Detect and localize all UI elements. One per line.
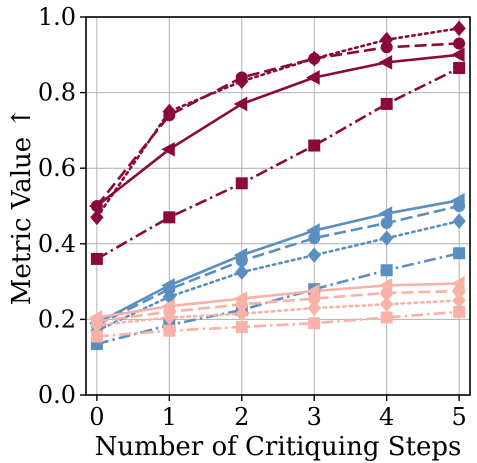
triangle-marker: [233, 96, 248, 112]
circle-marker: [453, 37, 466, 50]
square-marker: [380, 264, 393, 277]
square-marker: [308, 317, 321, 330]
square-marker: [163, 324, 176, 337]
y-tick-label: 0.8: [38, 79, 76, 107]
x-tick-label: 5: [451, 403, 466, 431]
square-marker: [453, 62, 466, 75]
diamond-marker: [90, 209, 104, 226]
series-lines: [95, 27, 461, 346]
x-axis-label: Number of Critiquing Steps: [95, 432, 462, 462]
series-3-points: [88, 47, 465, 214]
square-marker: [90, 330, 103, 343]
series-line-2: [95, 42, 460, 207]
y-tick-label: 0.2: [38, 305, 76, 333]
square-marker: [235, 320, 248, 333]
square-marker: [90, 252, 103, 265]
plot-frame: [85, 16, 471, 396]
diamond-marker: [235, 264, 249, 280]
diamond-marker: [162, 309, 176, 326]
series-2-points: [90, 37, 466, 212]
diamond-marker: [380, 296, 394, 313]
series-4-points: [90, 62, 466, 265]
triangle-marker: [306, 70, 320, 85]
y-tick-label: 1.0: [38, 3, 76, 31]
axis-ticks: 0 1 2 3 4 5 0.0 0.2 0.4 0.6 0.8 1.0: [38, 3, 467, 431]
diamond-marker: [235, 305, 249, 322]
series-1-points: [90, 20, 466, 226]
series-line-7: [95, 219, 461, 333]
square-marker: [235, 177, 248, 190]
series-line-12: [96, 310, 460, 338]
series-12-points: [90, 305, 466, 343]
square-marker: [308, 139, 321, 152]
series-line-10: [96, 289, 460, 323]
y-tick-label: 0.6: [38, 154, 76, 182]
circle-marker: [380, 41, 393, 54]
series-11-points: [90, 292, 466, 333]
diamond-marker: [380, 230, 394, 246]
diamond-marker: [452, 292, 466, 309]
series-line-11: [95, 299, 461, 327]
series-line-5: [96, 199, 460, 325]
y-tick-label: 0.4: [38, 230, 76, 258]
diamond-marker: [307, 300, 321, 316]
circle-marker: [308, 232, 321, 245]
series-line-3: [96, 53, 460, 208]
square-marker: [380, 311, 393, 324]
x-tick-label: 1: [162, 403, 177, 431]
x-tick-label: 4: [379, 403, 394, 431]
triangle-marker: [451, 47, 465, 63]
circle-marker: [163, 109, 176, 122]
series-line-4: [96, 66, 460, 261]
square-marker: [163, 211, 176, 224]
series-line-6: [96, 204, 460, 327]
triangle-marker: [378, 206, 393, 221]
x-tick-label: 0: [89, 403, 104, 431]
y-tick-label: 0.0: [38, 381, 76, 409]
x-tick-label: 3: [307, 403, 322, 431]
y-axis-label: Metric Value ↑: [7, 107, 37, 305]
triangle-marker: [161, 141, 175, 157]
square-marker: [380, 97, 393, 110]
circle-marker: [308, 52, 321, 65]
triangle-marker: [378, 55, 393, 70]
series-line-8: [96, 251, 460, 346]
x-tick-label: 2: [234, 403, 249, 431]
grid-lines: [86, 16, 470, 396]
diamond-marker: [452, 20, 466, 37]
square-marker: [453, 305, 466, 318]
circle-marker: [453, 200, 466, 212]
square-marker: [453, 247, 466, 260]
diamond-marker: [307, 247, 321, 263]
diamond-marker: [452, 213, 466, 229]
triangle-marker: [88, 198, 103, 214]
circle-marker: [380, 217, 393, 230]
circle-marker: [235, 71, 248, 84]
series-markers: [88, 20, 466, 350]
series-line-1: [95, 27, 461, 219]
series-line-9: [96, 282, 460, 319]
